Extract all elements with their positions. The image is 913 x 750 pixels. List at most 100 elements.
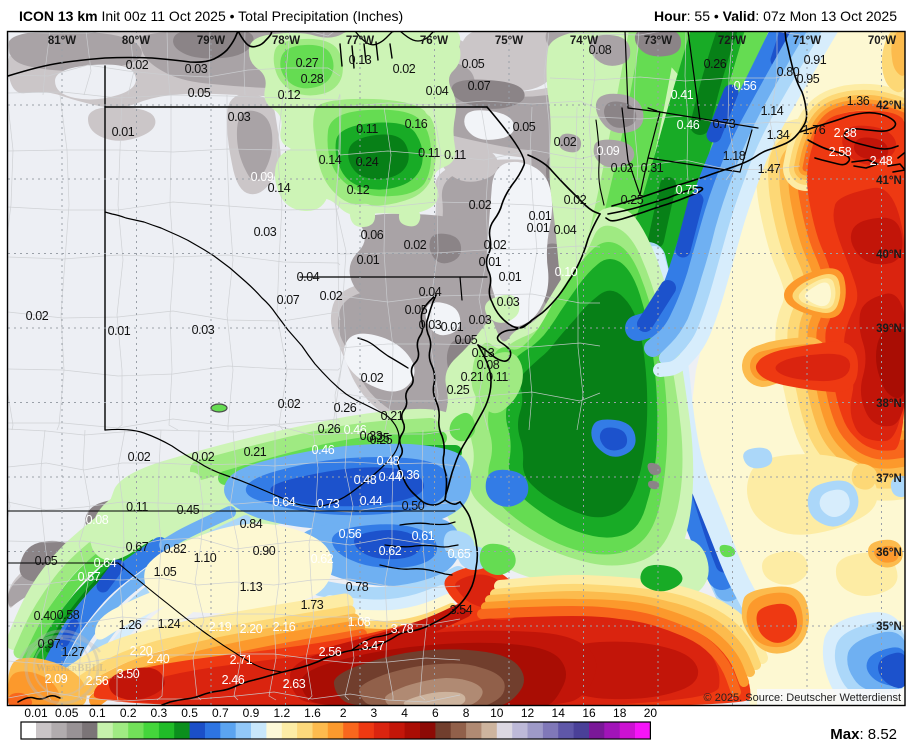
svg-text:0.11: 0.11 <box>486 370 508 384</box>
svg-text:2.56: 2.56 <box>319 645 342 659</box>
svg-text:0.82: 0.82 <box>164 542 187 556</box>
svg-text:8: 8 <box>463 706 470 720</box>
svg-text:0.08: 0.08 <box>589 43 612 57</box>
svg-text:1.18: 1.18 <box>723 149 746 163</box>
svg-text:1.36: 1.36 <box>847 94 870 108</box>
svg-text:3: 3 <box>371 706 378 720</box>
svg-text:0.84: 0.84 <box>240 517 263 531</box>
svg-text:76°W: 76°W <box>420 35 448 47</box>
svg-text:0.25: 0.25 <box>370 433 393 447</box>
svg-text:0.03: 0.03 <box>228 110 251 124</box>
svg-text:1.27: 1.27 <box>62 645 85 659</box>
svg-text:1.08: 1.08 <box>348 615 371 629</box>
svg-text:0.04: 0.04 <box>554 223 577 237</box>
svg-text:0.28: 0.28 <box>301 72 324 86</box>
svg-text:2: 2 <box>340 706 347 720</box>
svg-text:39°N: 39°N <box>876 323 902 335</box>
svg-text:36°N: 36°N <box>876 547 902 559</box>
svg-text:2.20: 2.20 <box>130 644 153 658</box>
svg-text:0.01: 0.01 <box>499 270 522 284</box>
svg-text:38°N: 38°N <box>876 398 902 410</box>
svg-text:0.31: 0.31 <box>641 161 664 175</box>
svg-text:0.01: 0.01 <box>108 324 131 338</box>
svg-text:1.13: 1.13 <box>240 580 263 594</box>
svg-text:0.46: 0.46 <box>677 118 700 132</box>
svg-text:0.62: 0.62 <box>311 552 334 566</box>
svg-text:4: 4 <box>401 706 408 720</box>
svg-text:0.90: 0.90 <box>253 544 276 558</box>
svg-text:0.26: 0.26 <box>704 57 727 71</box>
svg-text:0.12: 0.12 <box>347 183 370 197</box>
svg-text:6: 6 <box>432 706 439 720</box>
svg-text:0.75: 0.75 <box>676 183 699 197</box>
svg-text:41°N: 41°N <box>876 175 902 187</box>
svg-text:0.13: 0.13 <box>349 53 372 67</box>
svg-text:0.03: 0.03 <box>192 323 215 337</box>
svg-text:2.16: 2.16 <box>273 620 296 634</box>
svg-text:72°W: 72°W <box>718 35 746 47</box>
svg-text:0.05: 0.05 <box>188 86 211 100</box>
svg-text:0.01: 0.01 <box>529 209 552 223</box>
svg-text:0.73: 0.73 <box>317 497 340 511</box>
svg-text:0.11: 0.11 <box>418 146 440 160</box>
svg-text:0.57: 0.57 <box>78 570 101 584</box>
svg-text:74°W: 74°W <box>570 35 598 47</box>
svg-text:1.05: 1.05 <box>154 565 177 579</box>
svg-text:1.24: 1.24 <box>158 617 181 631</box>
svg-text:1.26: 1.26 <box>119 618 142 632</box>
svg-text:0.04: 0.04 <box>297 270 320 284</box>
svg-text:0.07: 0.07 <box>277 293 300 307</box>
svg-text:0.02: 0.02 <box>192 450 215 464</box>
svg-text:0.3: 0.3 <box>151 706 168 720</box>
svg-text:0.61: 0.61 <box>412 529 435 543</box>
svg-text:0.1: 0.1 <box>89 706 106 720</box>
svg-text:80°W: 80°W <box>122 35 150 47</box>
svg-text:0.45: 0.45 <box>177 503 200 517</box>
svg-text:2.58: 2.58 <box>829 145 852 159</box>
svg-text:0.14: 0.14 <box>268 181 291 195</box>
svg-text:0.11: 0.11 <box>444 148 466 162</box>
svg-text:0.14: 0.14 <box>319 153 342 167</box>
svg-text:0.97: 0.97 <box>38 637 61 651</box>
svg-text:2.48: 2.48 <box>870 154 893 168</box>
svg-text:0.48: 0.48 <box>354 473 377 487</box>
svg-text:0.05: 0.05 <box>462 57 485 71</box>
svg-text:0.13: 0.13 <box>472 346 495 360</box>
svg-text:40°N: 40°N <box>876 249 902 261</box>
svg-text:12: 12 <box>521 706 535 720</box>
svg-text:3.54: 3.54 <box>450 603 473 617</box>
svg-text:0.25: 0.25 <box>447 383 470 397</box>
svg-text:0.25: 0.25 <box>621 193 644 207</box>
svg-text:0.73: 0.73 <box>713 117 736 131</box>
svg-text:0.24: 0.24 <box>356 155 379 169</box>
svg-text:1.2: 1.2 <box>273 706 290 720</box>
svg-text:0.01: 0.01 <box>112 125 135 139</box>
svg-text:35°N: 35°N <box>876 621 902 633</box>
svg-text:0.06: 0.06 <box>361 228 384 242</box>
svg-text:0.09: 0.09 <box>597 144 620 158</box>
svg-text:2.71: 2.71 <box>230 653 253 667</box>
svg-text:79°W: 79°W <box>197 35 225 47</box>
svg-text:0.48: 0.48 <box>377 454 400 468</box>
svg-text:0.2: 0.2 <box>120 706 137 720</box>
svg-text:0.40: 0.40 <box>34 609 57 623</box>
svg-text:1.14: 1.14 <box>761 104 784 118</box>
svg-text:3.50: 3.50 <box>117 667 140 681</box>
svg-text:0.05: 0.05 <box>55 706 79 720</box>
svg-text:0.02: 0.02 <box>320 289 343 303</box>
svg-text:0.01: 0.01 <box>479 255 502 269</box>
svg-text:0.64: 0.64 <box>94 556 117 570</box>
svg-text:1.10: 1.10 <box>194 551 217 565</box>
svg-text:3.47: 3.47 <box>362 639 385 653</box>
svg-text:0.21: 0.21 <box>461 370 484 384</box>
svg-text:1.6: 1.6 <box>304 706 321 720</box>
svg-text:2.38: 2.38 <box>834 126 857 140</box>
svg-text:14: 14 <box>552 706 566 720</box>
svg-text:0.02: 0.02 <box>611 161 634 175</box>
svg-text:0.26: 0.26 <box>318 422 341 436</box>
svg-text:78°W: 78°W <box>272 35 300 47</box>
svg-text:1.76: 1.76 <box>803 123 826 137</box>
svg-text:0.09: 0.09 <box>251 170 274 184</box>
svg-text:0.04: 0.04 <box>419 285 442 299</box>
svg-text:3.78: 3.78 <box>391 622 414 636</box>
